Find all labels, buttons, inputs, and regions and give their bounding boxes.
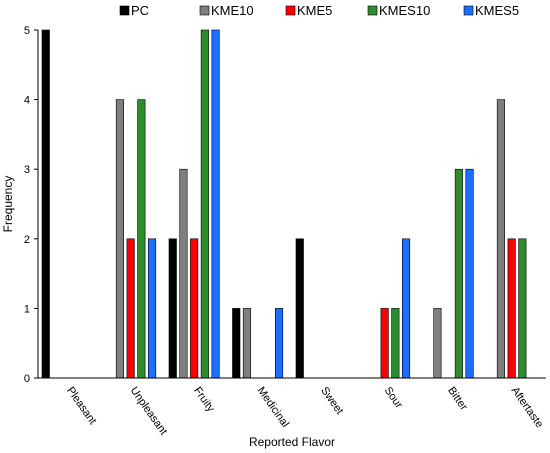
bar-kmes5-bitter xyxy=(465,168,474,379)
x-category-label: Unpleasant xyxy=(128,385,170,437)
bar-kme5-unpleasant xyxy=(126,238,135,379)
bar-kmes10-unpleasant xyxy=(137,99,146,379)
legend-swatch-pc xyxy=(119,5,130,16)
legend-swatch-kme10 xyxy=(199,5,210,16)
bar-kme10-bitter xyxy=(433,308,442,379)
y-tick-label: 1 xyxy=(24,303,30,315)
bar-kmes10-fruity xyxy=(200,29,209,379)
legend-swatch-kme5 xyxy=(285,5,296,16)
legend-swatch-kmes10 xyxy=(367,5,378,16)
y-tick-label: 2 xyxy=(24,234,30,246)
x-category-label: Fruity xyxy=(191,385,217,415)
y-axis-title: Frequency xyxy=(1,176,15,233)
y-tick-label: 0 xyxy=(24,373,30,385)
bar-kmes10-bitter xyxy=(454,168,463,379)
axes xyxy=(37,30,546,379)
x-axis-title: Reported Flavor xyxy=(249,435,335,449)
legend-label-kme10: KME10 xyxy=(211,3,254,18)
x-category-label: Sour xyxy=(382,385,405,411)
legend-label-kmes5: KMES5 xyxy=(475,3,519,18)
bar-pc-medicinal xyxy=(232,308,241,379)
bar-kmes5-medicinal xyxy=(274,308,284,379)
x-category-label: Sweet xyxy=(318,385,345,417)
bar-kme10-unpleasant xyxy=(115,99,124,379)
legend: PC KME10 KME5 KMES10 KMES5 xyxy=(119,3,519,18)
y-tick-label: 3 xyxy=(24,164,30,176)
bar-pc-pleasant xyxy=(41,29,50,379)
x-ticks: Pleasant Unpleasant Fruity Medicinal Sweet So… xyxy=(64,385,545,437)
bar-pc-fruity xyxy=(168,238,177,379)
bar-kmes5-unpleasant xyxy=(148,238,157,379)
y-tick-label: 5 xyxy=(24,25,30,37)
x-category-label: Pleasant xyxy=(64,385,98,427)
bar-kme5-fruity xyxy=(190,238,199,379)
x-category-label: Medicinal xyxy=(255,385,291,430)
bar-pc-sweet xyxy=(295,238,304,379)
bar-kme5-sour xyxy=(380,308,389,379)
legend-label-pc: PC xyxy=(131,3,149,18)
bars xyxy=(41,29,527,379)
bar-kme5-aftertaste xyxy=(507,238,516,379)
bar-kmes10-sour xyxy=(391,308,400,379)
x-category-label: Bitter xyxy=(445,385,470,413)
y-tick-label: 4 xyxy=(24,95,30,107)
bar-kmes5-sour xyxy=(401,238,411,379)
legend-swatch-kmes5 xyxy=(463,5,474,16)
bar-kmes5-fruity xyxy=(211,29,220,379)
bar-kme10-medicinal xyxy=(242,308,251,379)
y-ticks: 0 1 2 3 4 5 xyxy=(24,25,38,385)
legend-label-kmes10: KMES10 xyxy=(379,3,430,18)
bar-kme10-fruity xyxy=(179,168,188,379)
x-category-label: Aftertaste xyxy=(509,385,546,430)
bar-kmes10-aftertaste xyxy=(518,238,527,379)
bar-kme10-aftertaste xyxy=(496,99,506,379)
legend-label-kme5: KME5 xyxy=(297,3,332,18)
